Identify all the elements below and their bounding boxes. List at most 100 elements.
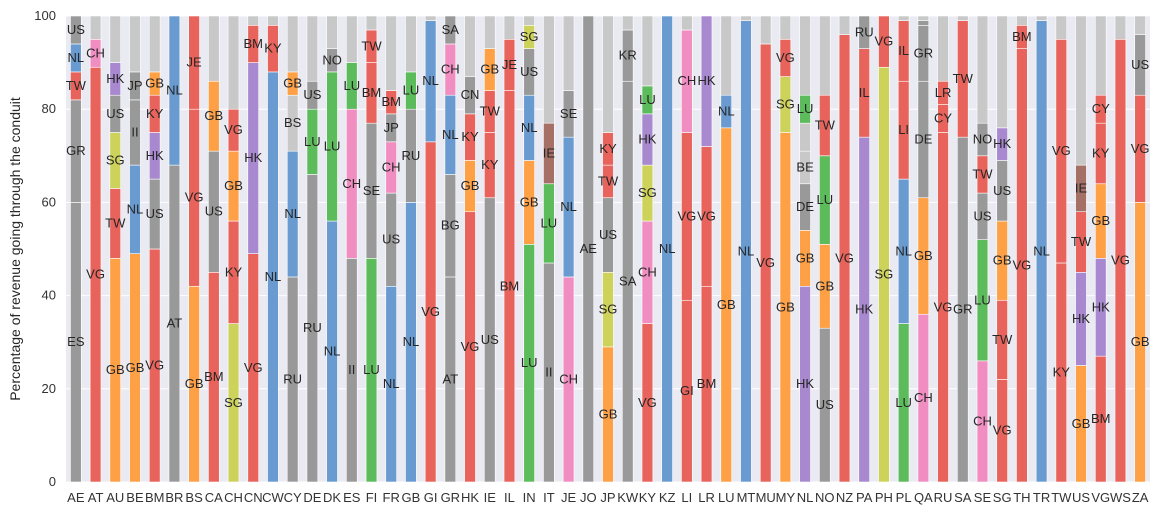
segment-label-GB-RU: RU [402, 148, 421, 163]
x-tick-label-HK: HK [461, 490, 479, 505]
bar-segment-MU-other [759, 15, 772, 45]
bar-segment-BE-other [129, 15, 141, 73]
bar-segment-IN-other [523, 15, 535, 26]
segment-label-CH-KY: KY [225, 264, 243, 279]
segment-label-AE-GR: GR [66, 143, 86, 158]
bar-segment-IE-other [484, 15, 496, 49]
x-tick-label-DK: DK [323, 490, 341, 505]
segment-label-LR-VG: VG [697, 208, 716, 223]
segment-label-JE-SE: SE [560, 106, 578, 121]
x-tick-label-MY: MY [776, 490, 796, 505]
bar-segment-SE-other [976, 15, 989, 124]
segment-label-BM-KY: KY [146, 106, 164, 121]
segment-label-IE-TW: TW [480, 104, 501, 119]
bar-segment-FR-other [385, 15, 397, 91]
segment-label-JP-SG: SG [599, 302, 618, 317]
segment-label-TH-BM: BM [1012, 29, 1032, 44]
segment-label-IN-GB: GB [520, 194, 539, 209]
segment-label-ZA-VG: VG [1131, 141, 1150, 156]
bar-segment-LI-other [681, 15, 693, 31]
segment-label-PA-HK: HK [855, 302, 873, 317]
segment-label-ZA-GB: GB [1131, 334, 1150, 349]
segment-label-CN-HK: HK [244, 150, 262, 165]
x-tick-label-MU: MU [756, 490, 776, 505]
segment-label-GR-AT: AT [442, 371, 458, 386]
segment-label-GR-CH: CH [441, 62, 460, 77]
segment-label-IT-IE: IE [543, 145, 556, 160]
y-tick-label: 20 [42, 381, 56, 396]
segment-label-QA-GR: GR [914, 45, 934, 60]
segment-label-NL-HK: HK [796, 376, 814, 391]
bar-segment-KZ-NL [661, 15, 673, 483]
segment-label-BM-HK: HK [146, 148, 164, 163]
segment-label-DK-NO: NO [322, 52, 342, 67]
segment-label-US-HK: HK [1072, 311, 1090, 326]
x-tick-label-CY: CY [284, 490, 302, 505]
segment-label-LR-BM: BM [697, 376, 717, 391]
segment-label-FI-BM: BM [362, 85, 382, 100]
x-tick-label-IN: IN [523, 490, 536, 505]
segment-label-JO-AE: AE [580, 241, 598, 256]
x-tick-label-WS: WS [1110, 490, 1131, 505]
segment-label-NO-GB: GB [815, 278, 834, 293]
bar-segment-FI-other [365, 15, 378, 31]
segment-label-FR-NL: NL [383, 376, 400, 391]
segment-label-NO-TW: TW [815, 118, 836, 133]
x-tick-label-ZA: ZA [1132, 490, 1149, 505]
y-axis-label: Percentage of revenue going through the … [7, 97, 23, 401]
bar-segment-CN-other [247, 15, 259, 26]
x-tick-label-FI: FI [366, 490, 378, 505]
x-tick-label-AU: AU [106, 490, 124, 505]
segment-label-LR-HK: HK [698, 73, 716, 88]
bar-segment-MY-other [779, 15, 792, 40]
segment-label-HK-KY: KY [461, 129, 479, 144]
segment-label-DE-US: US [303, 87, 321, 102]
segment-label-SE-LU: LU [974, 292, 991, 307]
bar-segment-JO-AE [582, 15, 595, 483]
y-tick-label: 0 [49, 474, 56, 489]
bar-segment-BM-other [148, 15, 161, 73]
segment-label-IE-GB: GB [480, 62, 499, 77]
x-tick-label-IT: IT [543, 490, 555, 505]
bar-segment-NL-other [799, 122, 811, 152]
segment-label-LU-GB: GB [717, 297, 736, 312]
x-tick-label-CW: CW [262, 490, 284, 505]
segment-label-TH-VG: VG [1012, 257, 1031, 272]
segment-label-TW-VG: VG [1052, 143, 1071, 158]
segment-label-BE-NL: NL [127, 201, 144, 216]
segment-label-US-GB: GB [1072, 416, 1091, 431]
bar-segment-QA-other [917, 15, 930, 21]
bar-segment-WS-other [1114, 15, 1127, 40]
segment-label-IN-US: US [520, 64, 538, 79]
segment-label-MT-NL: NL [738, 243, 755, 258]
segment-label-JP-KY: KY [599, 141, 617, 156]
segment-label-AE-TW: TW [66, 78, 87, 93]
segment-label-VG-HK: HK [1092, 299, 1110, 314]
segment-label-LU-NL: NL [718, 104, 735, 119]
bar-segment-US-other [1075, 15, 1087, 166]
segment-label-IL-JE: JE [502, 57, 518, 72]
segment-label-US-IE: IE [1075, 180, 1088, 195]
bar-segment-TH-other [1016, 15, 1028, 26]
segment-label-CN-VG: VG [244, 360, 263, 375]
bar-segment-JP-other [602, 15, 614, 133]
bar-segment-NO-other [819, 15, 831, 96]
segment-label-IE-KY: KY [481, 157, 499, 172]
segment-label-AE-US: US [67, 22, 85, 37]
segment-label-SE-US: US [973, 208, 991, 223]
segment-label-SG-VG: VG [993, 423, 1012, 438]
x-tick-label-LU: LU [718, 490, 735, 505]
segment-label-SG-TW: TW [992, 332, 1013, 347]
bar-segment-KW-other [621, 15, 634, 31]
bar-segment-HK-other [464, 15, 476, 77]
segment-label-KY-SG: SG [638, 185, 657, 200]
x-tick-label-DE: DE [303, 490, 321, 505]
segment-label-FR-JP: JP [384, 120, 399, 135]
segment-label-BM-VG: VG [145, 358, 164, 373]
x-tick-label-JO: JO [580, 490, 597, 505]
segment-label-CW-KY: KY [264, 41, 282, 56]
segment-label-IT-LU: LU [541, 215, 558, 230]
bar-segment-CA-other [208, 15, 220, 82]
bar-segment-KY-other [641, 15, 654, 87]
